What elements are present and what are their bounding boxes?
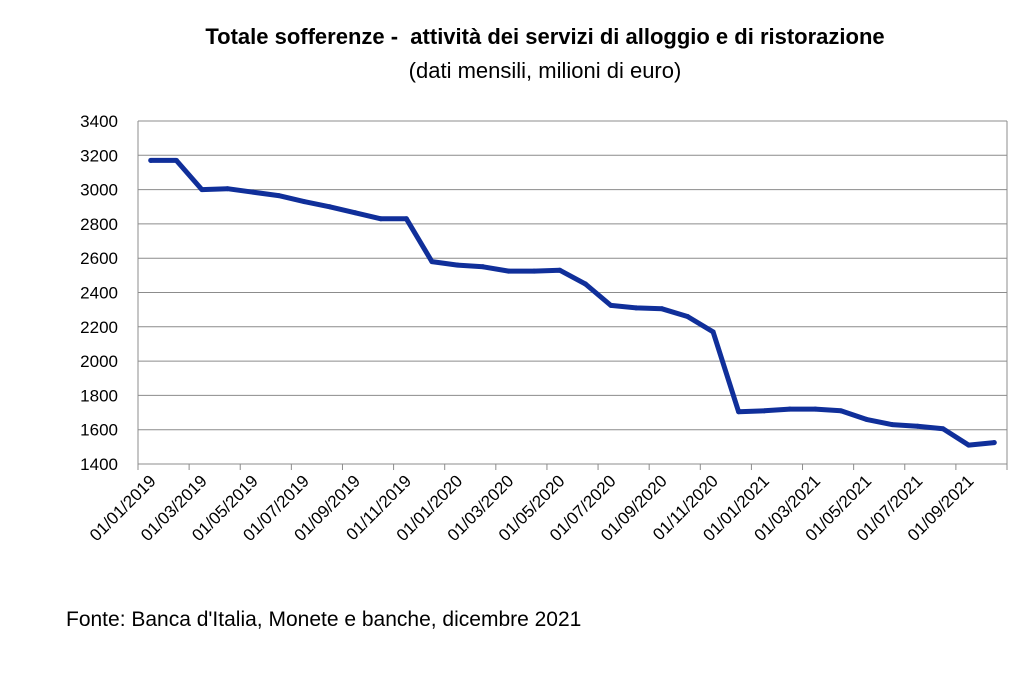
data-point [812, 406, 818, 412]
data-point [659, 306, 665, 312]
data-point [557, 267, 563, 273]
data-point [889, 422, 895, 428]
data-point [582, 281, 588, 287]
data-point [863, 416, 869, 422]
data-point [173, 157, 179, 163]
y-tick-label: 1600 [80, 421, 118, 440]
y-tick-label: 1400 [80, 455, 118, 474]
data-point [250, 189, 256, 195]
y-tick-label: 2400 [80, 284, 118, 303]
data-point [633, 305, 639, 311]
y-axis-ticks: 1400 1600 1800 2000 2200 2400 2600 2800 3000 3200… [80, 112, 118, 474]
axes [137, 121, 1008, 470]
data-point [736, 409, 742, 415]
y-tick-label: 3200 [80, 146, 118, 165]
data-point [685, 314, 691, 320]
data-point [429, 259, 435, 265]
data-point [378, 216, 384, 222]
data-point [148, 157, 154, 163]
data-point [940, 426, 946, 432]
data-point [224, 186, 230, 192]
data-point [787, 406, 793, 412]
data-point [454, 262, 460, 268]
y-tick-label: 2200 [80, 318, 118, 337]
data-point [199, 187, 205, 193]
data-point [966, 442, 972, 448]
data-point [838, 408, 844, 414]
data-point [327, 204, 333, 210]
data-point [710, 329, 716, 335]
data-point [761, 408, 767, 414]
data-point [991, 440, 997, 446]
series-line [148, 157, 997, 448]
y-tick-label: 2800 [80, 215, 118, 234]
data-point [352, 210, 358, 216]
y-tick-label: 2600 [80, 249, 118, 268]
data-point [531, 268, 537, 274]
data-point [403, 216, 409, 222]
chart-title: Totale sofferenze - attività dei servizi… [205, 24, 885, 49]
data-point [301, 199, 307, 205]
y-tick-label: 1800 [80, 386, 118, 405]
data-point [480, 264, 486, 270]
chart-subtitle: (dati mensili, milioni di euro) [408, 58, 682, 83]
gridlines [138, 120, 1007, 465]
source-note: Fonte: Banca d'Italia, Monete e banche, … [66, 608, 582, 631]
data-point [915, 423, 921, 429]
x-axis-ticks: 01/01/201901/03/201901/05/201901/07/2019… [86, 471, 977, 545]
data-point [608, 302, 614, 308]
series-layer [148, 157, 997, 448]
data-point [276, 193, 282, 199]
y-tick-label: 3000 [80, 181, 118, 200]
y-tick-label: 2000 [80, 352, 118, 371]
data-point [506, 268, 512, 274]
y-tick-label: 3400 [80, 112, 118, 131]
